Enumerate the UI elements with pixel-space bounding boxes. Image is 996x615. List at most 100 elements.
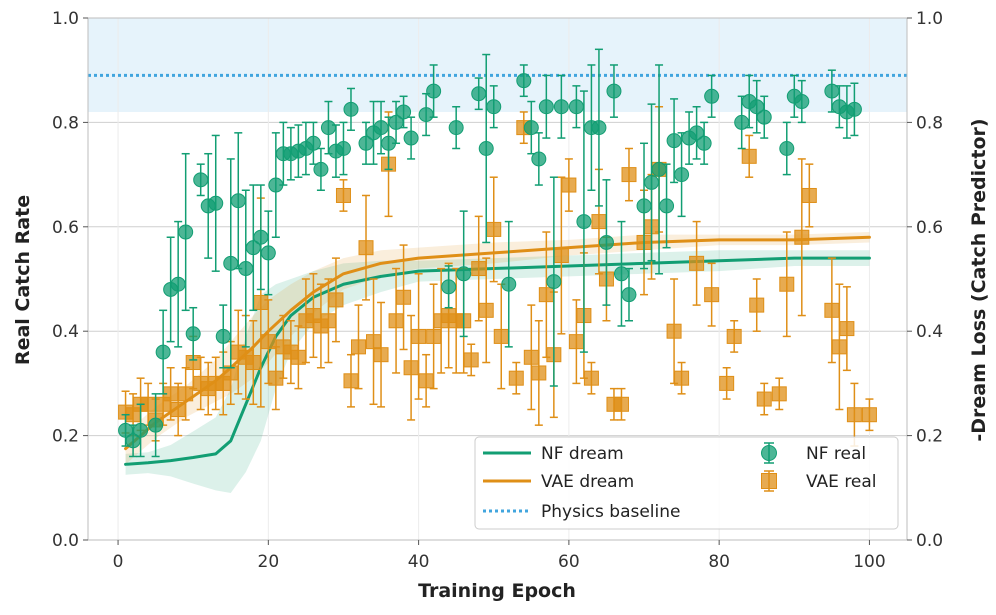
- nf-real-point: [734, 95, 750, 150]
- y-tick-label-left: 1.0: [52, 9, 79, 29]
- vae-real-marker: [178, 386, 194, 402]
- vae-real-point: [350, 304, 366, 390]
- nf-real-point: [456, 210, 472, 338]
- nf-real-marker: [343, 101, 359, 117]
- nf-real-marker: [426, 83, 442, 99]
- vae-real-marker: [260, 334, 276, 350]
- vae-real-point: [568, 299, 584, 385]
- x-tick-label: 40: [408, 552, 430, 572]
- nf-real-point: [501, 220, 517, 348]
- nf-real-point: [223, 158, 239, 369]
- nf-real-point: [689, 105, 705, 160]
- nf-real-marker: [178, 224, 194, 240]
- vae-real-point: [666, 278, 682, 385]
- vae-real-point: [478, 257, 494, 364]
- vae-real-point: [388, 267, 404, 374]
- nf-real-point: [118, 413, 134, 447]
- vae-real-marker: [561, 177, 577, 193]
- nf-real-marker: [418, 107, 434, 123]
- nf-real-marker: [501, 276, 517, 292]
- nf-real-marker: [794, 94, 810, 110]
- vae-real-point: [508, 361, 524, 395]
- vae-real-marker: [666, 323, 682, 339]
- vae-real-point: [403, 314, 419, 421]
- nf-real-point: [779, 121, 795, 176]
- nf-real-marker: [260, 245, 276, 261]
- nf-real-point: [230, 132, 246, 270]
- dream-lines: [88, 73, 907, 466]
- vae-real-point: [523, 304, 539, 411]
- vae-dream-band: [125, 232, 870, 465]
- nf-real-point: [148, 393, 164, 458]
- nf-real-marker: [756, 109, 772, 125]
- vae-real-marker: [613, 396, 629, 412]
- vae-real-marker: [591, 214, 607, 230]
- nf-real-point: [358, 121, 374, 165]
- vae-real-marker: [583, 370, 599, 386]
- nf-real-point: [523, 100, 539, 155]
- vae-real-marker: [366, 334, 382, 350]
- nf-real-marker: [185, 326, 201, 342]
- nf-real-marker: [546, 274, 562, 290]
- y-tick-label-left: 0.0: [52, 531, 79, 551]
- vae-real-marker: [801, 187, 817, 203]
- nf-real-point: [208, 134, 224, 272]
- nf-real-marker: [313, 161, 329, 177]
- vae-real-point: [583, 361, 599, 395]
- nf-real-marker: [373, 120, 389, 136]
- nf-real-marker: [193, 172, 209, 188]
- x-tick-label: 100: [853, 552, 885, 572]
- vae-real-marker: [343, 373, 359, 389]
- nf-real-marker: [133, 422, 149, 438]
- y-tick-label-left: 0.8: [52, 113, 79, 133]
- nf-real-point: [644, 103, 660, 262]
- nf-real-marker: [644, 174, 660, 190]
- nf-real-point: [448, 105, 464, 150]
- vae-real-marker: [771, 386, 787, 402]
- nf-real-point: [576, 90, 592, 353]
- nf-real-marker: [516, 73, 532, 89]
- vae-real-point: [794, 158, 810, 317]
- vae-real-point: [861, 398, 877, 432]
- legend-nf-real-label: NF real: [806, 444, 866, 464]
- vae-real-point: [561, 158, 577, 212]
- nf-real-point: [268, 132, 284, 238]
- nf-real-point: [403, 116, 419, 160]
- nf-real-marker: [335, 141, 351, 156]
- nf-real-marker: [621, 287, 637, 303]
- nf-real-point: [388, 100, 404, 145]
- x-tick-label: 20: [258, 552, 280, 572]
- nf-real-marker: [471, 86, 487, 102]
- vae-real-point: [486, 176, 502, 283]
- vae-real-marker: [396, 289, 412, 305]
- vae-real-point: [553, 176, 569, 335]
- nf-real-point: [335, 121, 351, 176]
- vae-real-point: [366, 278, 382, 406]
- nf-real-point: [553, 74, 569, 139]
- vae-real-marker: [388, 313, 404, 329]
- nf-real-point: [253, 184, 269, 291]
- vae-real-marker: [170, 402, 186, 417]
- nf-real-point: [696, 121, 712, 165]
- nf-real-point: [133, 403, 149, 458]
- vae-real-point: [704, 262, 720, 327]
- nf-real-point: [606, 64, 622, 118]
- nf-real-marker: [846, 101, 862, 117]
- nf-real-point: [659, 163, 675, 249]
- nf-real-marker: [523, 120, 539, 136]
- nf-real-marker: [779, 141, 795, 156]
- y-tick-label-right: 0.2: [916, 427, 943, 447]
- vae-real-marker: [674, 370, 690, 386]
- vae-real-marker: [411, 328, 427, 344]
- vae-real-point: [260, 299, 276, 385]
- nf-real-point: [636, 142, 652, 270]
- nf-real-marker: [403, 130, 419, 146]
- nf-real-marker: [396, 104, 412, 120]
- vae-real-marker: [719, 375, 735, 391]
- vae-real-point: [824, 257, 840, 364]
- y-tick-label-right: 0.8: [916, 113, 943, 133]
- nf-real-point: [193, 163, 209, 197]
- nf-real-marker: [456, 266, 472, 282]
- baseline-band-layer: [88, 18, 907, 112]
- vae-real-point: [245, 320, 261, 406]
